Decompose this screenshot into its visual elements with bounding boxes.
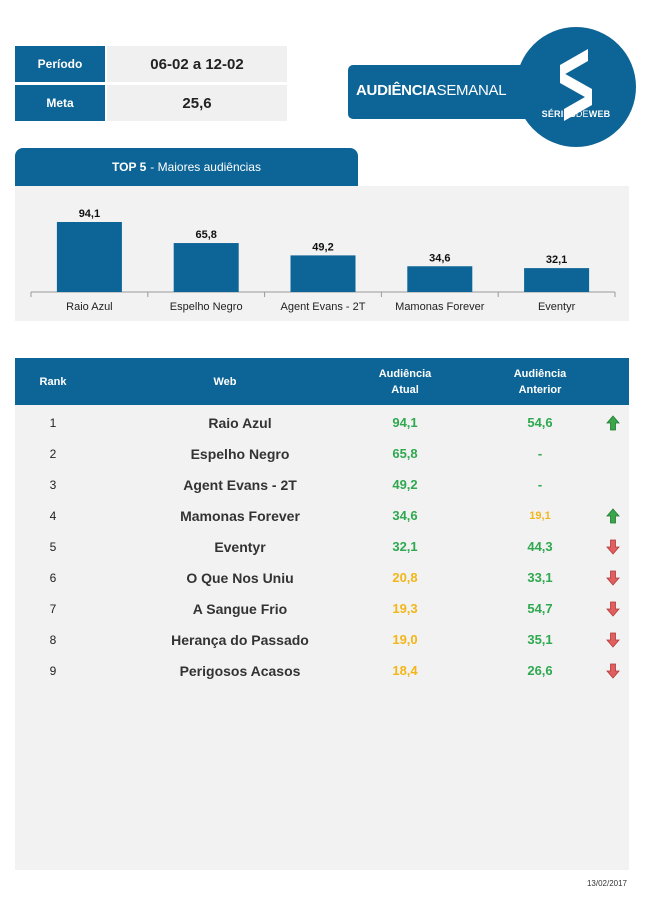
arrow-up-icon — [603, 407, 623, 438]
bar — [290, 255, 356, 292]
logo-s-icon — [560, 49, 592, 121]
audiencia-atual-cell: 19,3 — [392, 601, 418, 616]
meta-value: 25,6 — [107, 85, 287, 121]
chart-title-bold: TOP 5 — [112, 160, 147, 174]
web-name-cell: O Que Nos Uniu — [186, 569, 294, 586]
bar — [524, 268, 590, 292]
arrow-down-icon — [603, 593, 623, 624]
periodo-value: 06-02 a 12-02 — [107, 46, 287, 82]
banner-title-bold: AUDIÊNCIA — [356, 82, 437, 99]
data-label: 94,1 — [79, 208, 100, 220]
header-atual-line1: Audiência — [378, 368, 432, 380]
table-row: 5 Eventyr 32,1 44,3 — [15, 531, 629, 562]
table-row: 3 Agent Evans - 2T 49,2 - — [15, 469, 629, 500]
rank-cell: 1 — [49, 415, 57, 430]
audiencia-anterior-cell: - — [537, 446, 543, 461]
meta-label: Meta — [15, 85, 105, 121]
data-label: 49,2 — [312, 241, 333, 253]
logo-brand-bold2: WEB — [588, 109, 611, 119]
audiencia-anterior-cell: 35,1 — [527, 632, 553, 647]
arrow-down-icon — [603, 655, 623, 686]
category-label: Raio Azul — [66, 301, 112, 313]
category-label: Espelho Negro — [170, 301, 243, 313]
table-row: 7 A Sangue Frio 19,3 54,7 — [15, 593, 629, 624]
periodo-label: Período — [15, 46, 105, 82]
arrow-up-icon — [603, 500, 623, 531]
audiencia-anterior-cell: 26,6 — [527, 663, 553, 678]
audiencia-atual-cell: 18,4 — [392, 663, 418, 678]
arrow-down-icon — [603, 562, 623, 593]
header-atual-line2: Atual — [391, 384, 419, 396]
audiencia-anterior-cell: - — [537, 477, 543, 492]
banner-title-light: SEMANAL — [436, 82, 507, 99]
header-audiencia-anterior: Audiência Anterior — [505, 366, 575, 398]
audiencia-atual-cell: 19,0 — [392, 632, 418, 647]
data-label: 34,6 — [429, 252, 450, 264]
category-label: Eventyr — [538, 301, 576, 313]
rank-cell: 9 — [49, 663, 57, 678]
table-row: 8 Herança do Passado 19,0 35,1 — [15, 624, 629, 655]
logo — [516, 27, 636, 147]
web-name-cell: Herança do Passado — [171, 631, 309, 648]
header-web: Web — [213, 376, 237, 388]
table-row: 6 O Que Nos Uniu 20,8 33,1 — [15, 562, 629, 593]
header-anterior-line1: Audiência — [513, 368, 567, 380]
audiencia-atual-cell: 20,8 — [392, 570, 418, 585]
rank-cell: 3 — [49, 477, 57, 492]
web-name-cell: Eventyr — [214, 538, 266, 555]
rank-cell: 8 — [49, 632, 57, 647]
audiencia-atual-cell: 94,1 — [392, 415, 418, 430]
audiencia-anterior-cell: 54,6 — [527, 415, 553, 430]
audiencia-anterior-cell: 19,1 — [529, 509, 551, 522]
table-row: 2 Espelho Negro 65,8 - — [15, 438, 629, 469]
web-name-cell: A Sangue Frio — [192, 600, 288, 617]
bar — [407, 266, 473, 292]
bar — [56, 222, 122, 292]
rank-cell: 6 — [49, 570, 57, 585]
data-label: 32,1 — [546, 254, 567, 266]
banner-title: AUDIÊNCIASEMANAL — [356, 82, 507, 99]
category-label: Mamonas Forever — [395, 301, 485, 313]
web-name-cell: Mamonas Forever — [180, 507, 300, 524]
web-name-cell: Perigosos Acasos — [179, 662, 301, 679]
bar — [173, 243, 239, 292]
data-label: 65,8 — [195, 229, 216, 241]
table-header: Rank Web Audiência Atual Audiência Anter… — [15, 358, 629, 405]
rank-cell: 4 — [49, 508, 57, 523]
logo-brand-bold: SÉRIES — [541, 109, 576, 119]
logo-brand: SÉRIESDEWEB — [516, 109, 636, 119]
footer-date: 13/02/2017 — [586, 879, 627, 888]
top5-bar-chart: 94,1 Raio Azul 65,8 Espelho Negro 49,2 Agent … — [30, 208, 616, 313]
audiencia-atual-cell: 49,2 — [392, 477, 418, 492]
logo-brand-light: DE — [575, 109, 589, 119]
rank-cell: 7 — [49, 601, 57, 616]
web-name-cell: Agent Evans - 2T — [183, 476, 297, 493]
arrow-down-icon — [603, 624, 623, 655]
table-row: 9 Perigosos Acasos 18,4 26,6 — [15, 655, 629, 686]
table-row: 1 Raio Azul 94,1 54,6 — [15, 407, 629, 438]
web-name-cell: Raio Azul — [208, 414, 272, 431]
rank-cell: 2 — [49, 446, 57, 461]
rank-cell: 5 — [49, 539, 57, 554]
audiencia-atual-cell: 65,8 — [392, 446, 418, 461]
chart-title-rest: - Maiores audiências — [150, 160, 261, 174]
audiencia-anterior-cell: 54,7 — [527, 601, 553, 616]
chart-panel: 94,1 Raio Azul 65,8 Espelho Negro 49,2 Agent … — [15, 186, 629, 321]
audiencia-atual-cell: 32,1 — [392, 539, 418, 554]
audiencia-anterior-cell: 33,1 — [527, 570, 553, 585]
chart-title: TOP 5- Maiores audiências — [15, 148, 358, 186]
arrow-down-icon — [603, 531, 623, 562]
header-anterior-line2: Anterior — [518, 384, 562, 396]
ranking-table: 1 Raio Azul 94,1 54,6 2 Espelho Negro 65,8 - 3 Ag… — [15, 405, 629, 870]
audiencia-atual-cell: 34,6 — [392, 508, 418, 523]
table-row: 4 Mamonas Forever 34,6 19,1 — [15, 500, 629, 531]
web-name-cell: Espelho Negro — [190, 445, 290, 462]
header-audiencia-atual: Audiência Atual — [375, 366, 435, 398]
category-label: Agent Evans - 2T — [281, 301, 366, 313]
audiencia-anterior-cell: 44,3 — [527, 539, 553, 554]
header-rank: Rank — [39, 376, 67, 388]
